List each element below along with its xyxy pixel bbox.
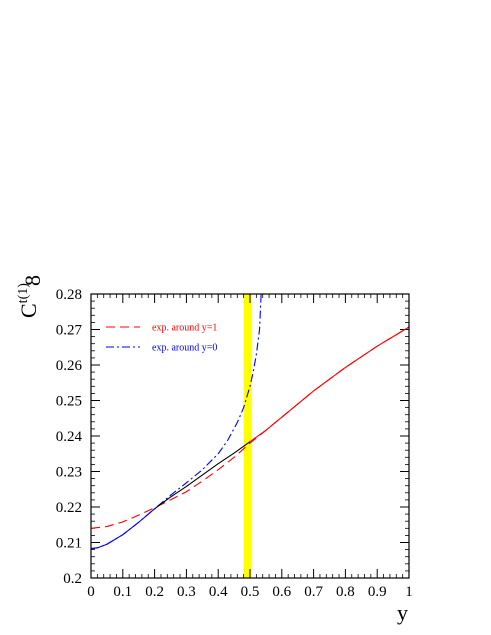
series-line-0 <box>91 326 409 529</box>
y-tick-label: 0.27 <box>56 323 83 339</box>
series-line-4 <box>91 508 155 550</box>
y-tick-label: 0.22 <box>56 500 82 516</box>
legend-label: exp. around y=0 <box>152 343 217 354</box>
x-tick-label: 0.7 <box>304 584 323 600</box>
highlight-band <box>243 294 252 578</box>
y-axis-label-main: C <box>16 303 41 318</box>
series-line-2 <box>154 441 251 510</box>
plot-frame <box>90 293 410 579</box>
y-tick-label: 0.24 <box>56 429 83 445</box>
series-line-3 <box>249 326 409 443</box>
y-tick-label: 0.2 <box>63 571 82 587</box>
x-tick-label: 0 <box>87 584 95 600</box>
x-tick-label: 0.4 <box>209 584 228 600</box>
y-tick-label: 0.28 <box>56 287 82 303</box>
x-axis-label: y <box>397 600 408 625</box>
x-tick-label: 0.6 <box>272 584 291 600</box>
x-tick-label: 0.5 <box>241 584 260 600</box>
y-tick-label: 0.25 <box>56 394 82 410</box>
x-tick-label: 1 <box>405 584 413 600</box>
legend-label: exp. around y=1 <box>152 323 217 334</box>
x-tick-label: 0.1 <box>113 584 132 600</box>
y-tick-label: 0.23 <box>56 465 82 481</box>
x-tick-labels: 0 0.1 0.2 0.3 0.4 0.5 0.6 0.7 0.8 0.9 1 <box>87 584 413 600</box>
legend: exp. around y=1 exp. around y=0 <box>106 323 217 354</box>
y-axis-label: Ct(1) <box>16 283 41 318</box>
y-axis-label-sup: t(1) <box>16 283 31 304</box>
y-tick-label: 0.21 <box>56 536 82 552</box>
x-tick-label: 0.3 <box>177 584 196 600</box>
highlight-band-layer <box>243 294 252 578</box>
y-tick-labels: 0.2 0.21 0.22 0.23 0.24 0.25 0.26 0.27 0.28 <box>56 287 83 587</box>
x-tick-label: 0.9 <box>368 584 387 600</box>
series-layer <box>91 294 409 550</box>
x-tick-label: 0.2 <box>145 584 164 600</box>
x-tick-label: 0.8 <box>336 584 355 600</box>
y-tick-label: 0.26 <box>56 358 83 374</box>
y-axis-label-sub: 8 <box>20 275 45 286</box>
